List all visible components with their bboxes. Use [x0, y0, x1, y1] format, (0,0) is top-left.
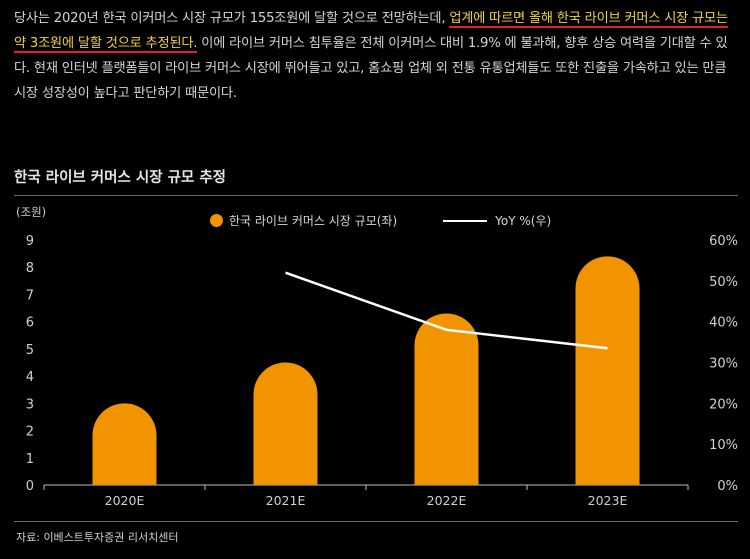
- y-left-tick-label: 4: [26, 370, 34, 385]
- y-left-tick-label: 9: [26, 234, 34, 249]
- y-right-tick-label: 50%: [709, 275, 738, 290]
- y-right-tick-label: 30%: [709, 357, 738, 372]
- x-tick-label: 2021E: [266, 493, 306, 508]
- y-left-tick-label: 8: [26, 261, 34, 276]
- bar-2021E: [253, 362, 318, 485]
- y-left-tick-label: 0: [26, 479, 34, 494]
- legend-bar-swatch: [210, 214, 223, 227]
- y-axis-unit-label: (조원): [16, 205, 47, 219]
- x-tick-label: 2023E: [588, 493, 628, 508]
- y-right-tick-label: 60%: [709, 234, 738, 249]
- y-left-tick-label: 1: [26, 452, 34, 467]
- chart-title: 한국 라이브 커머스 시장 규모 추정: [14, 170, 226, 186]
- title-divider: [14, 195, 738, 196]
- y-left-tick-label: 5: [26, 343, 34, 358]
- yoy-line: [285, 271, 608, 350]
- paragraph-text-2: 이에 라이브 커머스 침투율은 전체 이커머스 대비 1.9% 에 불과해, 향…: [14, 36, 728, 101]
- legend-bar-label: 한국 라이브 커머스 시장 규모(좌): [229, 214, 398, 228]
- y-left-tick-label: 6: [26, 316, 34, 331]
- bar-2022E: [414, 313, 479, 485]
- y-left-tick-label: 2: [26, 425, 34, 440]
- source-divider: [14, 521, 738, 522]
- y-right-tick-label: 0%: [717, 479, 738, 494]
- y-left-tick-label: 7: [26, 288, 34, 303]
- x-tick-label: 2020E: [105, 493, 145, 508]
- x-tick-label: 2022E: [427, 493, 467, 508]
- legend-line-swatch: [443, 219, 488, 222]
- legend-line-label: YoY %(우): [495, 214, 552, 228]
- y-right-tick-label: 20%: [709, 397, 738, 412]
- y-right-tick-label: 40%: [709, 316, 738, 331]
- y-right-tick-label: 10%: [709, 438, 738, 453]
- bar-2020E: [92, 403, 157, 485]
- paragraph-text-1: 당사는 2020년 한국 이커머스 시장 규모가 155조원에 달할 것으로 전…: [14, 11, 450, 26]
- intro-paragraph: 당사는 2020년 한국 이커머스 시장 규모가 155조원에 달할 것으로 전…: [14, 6, 740, 106]
- source-note: 자료: 이베스트투자증권 리서치센터: [16, 531, 179, 544]
- chart-legend: 한국 라이브 커머스 시장 규모(좌) YoY %(우): [210, 212, 551, 229]
- bar-2023E: [575, 256, 640, 485]
- y-left-tick-label: 3: [26, 397, 34, 412]
- highlighted-sentence: 업계에 따르면 올해 한국 라이브 커머스 시장 규모는 약 3조원에 달할 것…: [14, 11, 728, 53]
